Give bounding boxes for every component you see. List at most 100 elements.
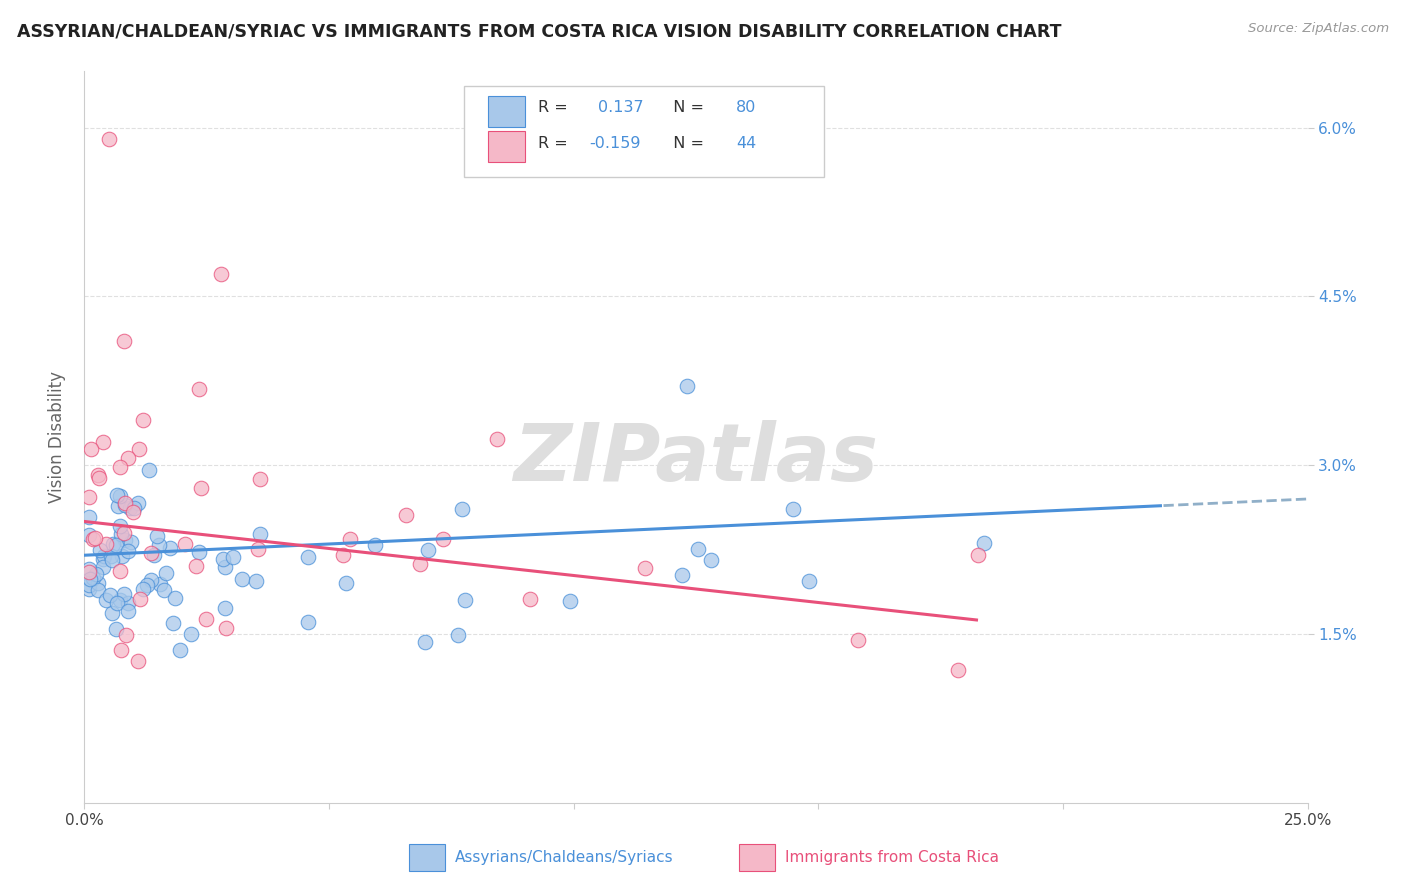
Point <box>110 518 132 533</box>
Point <box>120 535 142 549</box>
Point <box>558 594 581 608</box>
Text: Immigrants from Costa Rica: Immigrants from Costa Rica <box>786 850 1000 865</box>
Point <box>415 635 437 649</box>
Text: -0.159: -0.159 <box>589 136 641 151</box>
Point <box>149 576 172 591</box>
Point <box>339 533 361 547</box>
Bar <box>738 845 776 871</box>
Point <box>110 527 132 541</box>
Point <box>77 562 100 576</box>
Point <box>195 612 218 626</box>
Point <box>155 566 177 580</box>
Point <box>87 576 110 591</box>
Point <box>215 621 238 635</box>
Text: 44: 44 <box>737 136 756 151</box>
Point <box>416 543 439 558</box>
Point <box>221 549 243 564</box>
Point <box>79 572 101 586</box>
Point <box>118 500 141 515</box>
Point <box>104 538 127 552</box>
Point <box>782 502 804 516</box>
Point <box>77 509 100 524</box>
Point <box>82 571 104 585</box>
Point <box>297 549 319 564</box>
Point <box>94 536 117 550</box>
Bar <box>488 96 524 127</box>
Point <box>87 471 110 485</box>
Point <box>152 582 174 597</box>
Text: Source: ZipAtlas.com: Source: ZipAtlas.com <box>1249 22 1389 36</box>
Point <box>108 489 131 503</box>
Point <box>84 566 107 581</box>
Point <box>117 596 139 610</box>
Point <box>115 628 138 642</box>
Point <box>148 538 170 552</box>
Point <box>122 505 145 519</box>
Point <box>96 592 118 607</box>
Point <box>231 572 253 586</box>
Point <box>93 549 115 563</box>
Point <box>77 565 100 579</box>
Point <box>122 501 145 516</box>
Point <box>132 582 155 597</box>
Point <box>77 528 100 542</box>
Point <box>188 544 211 558</box>
Point <box>332 548 354 562</box>
Point <box>114 495 136 509</box>
Point <box>364 538 387 552</box>
Text: 80: 80 <box>737 101 756 115</box>
Point <box>214 601 236 615</box>
Point <box>700 552 723 566</box>
Point <box>86 468 108 483</box>
Point <box>946 663 969 677</box>
Text: N =: N = <box>664 136 709 151</box>
Point <box>82 533 104 547</box>
Point <box>97 132 120 146</box>
Point <box>214 560 236 574</box>
Point <box>105 488 128 502</box>
Point <box>91 552 114 566</box>
Text: ASSYRIAN/CHALDEAN/SYRIAC VS IMMIGRANTS FROM COSTA RICA VISION DISABILITY CORRELA: ASSYRIAN/CHALDEAN/SYRIAC VS IMMIGRANTS F… <box>17 22 1062 40</box>
Y-axis label: Vision Disability: Vision Disability <box>48 371 66 503</box>
Point <box>107 499 129 513</box>
Point <box>139 573 162 587</box>
Point <box>297 615 319 629</box>
Point <box>127 654 149 668</box>
FancyBboxPatch shape <box>464 86 824 178</box>
Point <box>676 379 699 393</box>
Point <box>100 549 122 564</box>
Point <box>797 574 820 588</box>
Point <box>686 542 709 557</box>
Point <box>453 593 475 607</box>
Text: ZIPatlas: ZIPatlas <box>513 420 879 498</box>
Point <box>335 575 357 590</box>
Point <box>100 606 122 620</box>
Point <box>98 587 121 601</box>
Point <box>169 642 191 657</box>
Point <box>249 527 271 541</box>
Point <box>136 577 159 591</box>
Point <box>450 501 472 516</box>
Point <box>187 382 209 396</box>
Point <box>163 591 186 605</box>
Point <box>249 472 271 486</box>
Point <box>184 559 207 574</box>
Point <box>111 549 134 564</box>
Point <box>91 435 114 450</box>
Point <box>112 334 135 349</box>
Point <box>108 460 131 475</box>
Point <box>146 529 169 543</box>
Point <box>110 642 132 657</box>
Point <box>190 481 212 495</box>
Point <box>209 267 232 281</box>
Point <box>128 442 150 457</box>
Point <box>159 541 181 556</box>
Point <box>117 543 139 558</box>
Point <box>408 557 430 571</box>
Text: Assyrians/Chaldeans/Syriacs: Assyrians/Chaldeans/Syriacs <box>456 850 673 865</box>
Point <box>117 450 139 465</box>
Point <box>143 548 166 562</box>
Point <box>108 593 131 607</box>
Point <box>432 532 454 546</box>
Point <box>162 615 184 630</box>
